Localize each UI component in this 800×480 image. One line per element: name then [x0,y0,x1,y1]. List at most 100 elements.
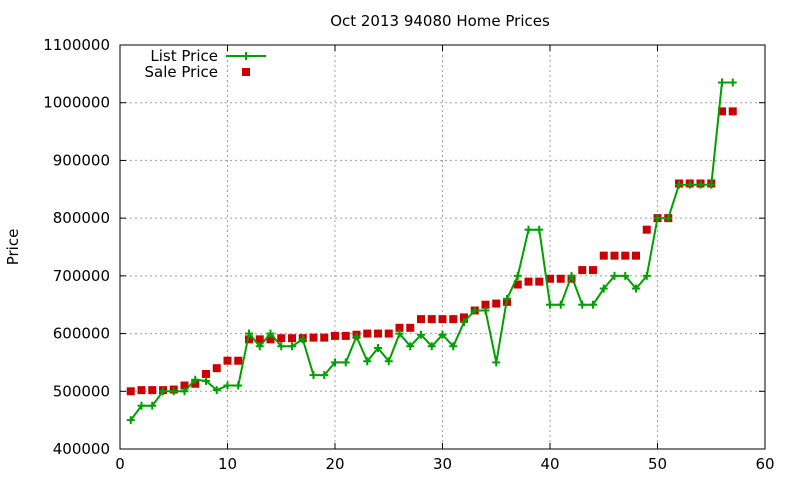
sale-price-point [180,381,189,390]
list-price-point [642,271,651,280]
sale-price-point [266,335,275,344]
x-tick-label: 20 [325,455,344,473]
sale-price-point [212,364,221,373]
sale-price-point [481,300,490,309]
sale-price-point [148,386,157,395]
y-axis-label: Price [4,229,22,266]
list-price-point [148,401,157,410]
list-price-point [320,371,329,380]
list-price-point [460,318,468,327]
list-price-point [589,300,597,309]
list-price-point [449,342,458,351]
list-price-point [427,342,436,351]
x-tick-label: 40 [540,455,559,473]
axis-ticks: 400000 500000 600000 700000 800000 900000 1000… [43,36,774,473]
list-price-point [675,180,683,189]
sale-price-point [438,315,447,324]
chart-title: Oct 2013 94080 Home Prices [330,12,550,30]
list-price-point [277,342,286,351]
sale-price-point [137,386,146,395]
sale-price-point [546,274,554,283]
sale-price-point [255,335,264,344]
sale-price-point [524,277,533,286]
list-price-point [632,284,640,293]
sale-price-point [277,334,286,343]
sale-price-point [578,266,587,275]
list-price-point [621,271,630,280]
list-price-point [352,332,361,341]
sale-price-point [384,329,393,338]
plot-frame [119,44,766,450]
list-price-point [180,387,189,396]
sale-price-point [234,356,243,365]
x-tick-label: 50 [648,455,667,473]
sale-price-point [492,299,501,308]
sale-price-point [621,251,630,260]
sale-price-point [535,277,544,286]
list-price-point [653,214,662,223]
sale-price-point [632,251,640,260]
legend-label-list-price: List Price [150,47,218,65]
sale-price-point [556,274,565,283]
list-price-point [266,329,275,338]
list-price-point [202,376,210,385]
legend-label-sale-price: Sale Price [145,63,218,81]
list-price-point [599,284,608,293]
sale-price-point [126,387,135,396]
sale-price-point [363,329,372,338]
sale-price-point [718,107,726,116]
sale-price-point [320,333,329,342]
sale-price-point [202,369,210,378]
list-price-point [556,300,565,309]
sale-price-point [417,315,425,324]
list-price-point [513,271,522,280]
sale-price-point [642,225,651,234]
list-price-point [696,180,705,189]
list-price-point [159,387,167,396]
list-price-point [417,330,425,339]
sale-price-point [610,251,619,260]
legend-marker-list-price [242,52,250,60]
list-price-point [718,78,726,87]
sale-price-point [406,323,415,332]
list-price-point [707,180,716,189]
list-price-point [363,357,372,366]
list-price-point [535,225,544,234]
y-tick-label: 600000 [53,325,110,343]
list-price-point [288,342,296,351]
y-tick-label: 800000 [53,209,110,227]
list-price-point [470,306,479,315]
list-price-point [492,358,501,367]
series-layer [126,78,737,425]
list-price-point [406,342,415,351]
sale-price-point [427,315,436,324]
list-price-point [137,401,146,410]
y-tick-label: 1100000 [43,36,110,54]
list-price-point [298,335,307,344]
list-price-point [331,358,339,367]
legend-marker-sale-price [242,68,250,76]
list-price-point [685,180,694,189]
sale-price-point [513,280,522,289]
list-price-point [610,271,619,280]
list-price-point [309,371,318,380]
list-price-point [395,329,404,338]
list-price-point [341,358,350,367]
list-price-point [126,416,135,425]
x-tick-label: 60 [755,455,774,473]
sale-price-point [599,251,608,260]
list-price-point [234,381,243,390]
list-price-point [191,375,200,384]
y-tick-label: 400000 [53,440,110,458]
list-price-line [129,81,733,421]
sale-price-point [374,329,382,338]
sale-price-series [126,107,737,396]
sale-price-point [331,331,339,340]
sale-price-point [309,333,318,342]
list-price-point [567,271,576,280]
list-price-point [384,357,393,366]
list-price-point [728,78,737,87]
